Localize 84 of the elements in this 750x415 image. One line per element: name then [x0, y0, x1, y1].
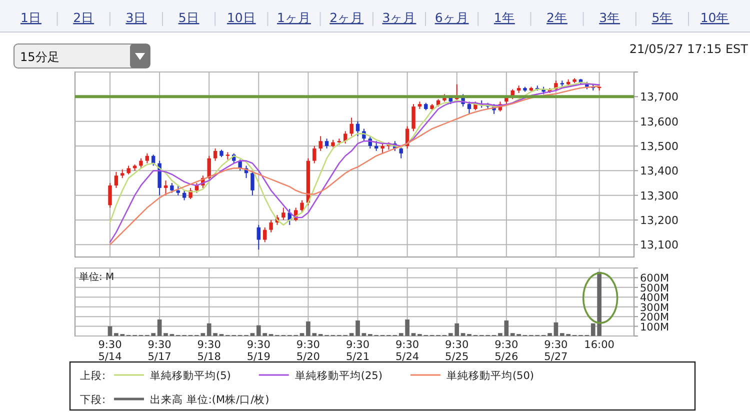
- text: 3年: [599, 10, 620, 25]
- legend-title: 上段:: [80, 369, 106, 382]
- bar: [356, 320, 360, 336]
- candlestick: [164, 180, 168, 196]
- x-tick-label: 9:30 5/19: [246, 339, 270, 364]
- legend-title: 下段:: [80, 394, 106, 406]
- legend-label: 単純移動平均(25): [294, 370, 382, 382]
- legend-label: 単純移動平均(5): [150, 370, 231, 382]
- candlestick: [256, 224, 261, 250]
- text: 5年: [652, 10, 673, 25]
- bar: [157, 319, 162, 336]
- bar: [548, 333, 552, 336]
- y-tick-label: 13,300: [640, 189, 678, 202]
- text: 1年: [494, 10, 515, 25]
- candlestick: [374, 140, 378, 152]
- bar: [554, 322, 558, 336]
- y-tick-label: 200M: [640, 312, 670, 324]
- y-tick-label: 600M: [640, 272, 670, 285]
- text: 10年: [700, 10, 730, 25]
- bar: [164, 333, 168, 336]
- candlestick: [467, 101, 472, 114]
- y-tick-label: 500M: [640, 282, 670, 294]
- y-tick-label: 400M: [640, 292, 670, 304]
- x-tick-label: 9:30 5/24: [396, 339, 420, 364]
- bar: [362, 333, 366, 336]
- legend-label: 出来高 単位:(M株/口/枚): [150, 393, 270, 406]
- candlestick: [399, 146, 403, 159]
- candlestick: [312, 146, 316, 164]
- text: 2年: [546, 10, 568, 25]
- candlestick: [114, 171, 118, 188]
- annotation: 単位: M: [79, 271, 114, 283]
- candlestick: [324, 138, 329, 149]
- candlestick: [300, 200, 304, 214]
- candlestick: [269, 220, 273, 233]
- bar: [411, 333, 416, 336]
- y-tick-label: 13,400: [640, 164, 678, 178]
- y-tick-label: 13,500: [640, 140, 678, 153]
- y-tick-label: 13,600: [640, 115, 678, 128]
- y-tick-label: 13,700: [640, 90, 678, 104]
- x-tick-label: 16:00: [584, 339, 614, 351]
- text: 3日: [126, 10, 147, 25]
- text: 5日: [178, 10, 200, 25]
- text: 10日: [226, 10, 256, 25]
- x-tick-label: 9:30 5/26: [494, 339, 519, 364]
- text: 15分足: [20, 50, 60, 64]
- legend-label: 単純移動平均(50): [446, 370, 534, 382]
- y-tick-label: 13,100: [640, 238, 678, 252]
- candlestick: [170, 182, 174, 194]
- bar: [300, 333, 304, 336]
- candlestick: [412, 104, 416, 132]
- text: 3ヶ月: [382, 10, 416, 25]
- candlestick: [282, 207, 286, 220]
- candlestick: [139, 158, 143, 169]
- bar: [108, 326, 112, 336]
- bar: [349, 333, 354, 336]
- candlestick: [108, 182, 112, 208]
- text: 6ヶ月: [434, 10, 469, 25]
- x-tick-label: 9:30 5/25: [445, 339, 469, 364]
- bar: [460, 333, 466, 336]
- candlestick: [145, 152, 150, 164]
- bar: [250, 333, 255, 336]
- x-tick-label: 9:30 5/27: [544, 339, 568, 364]
- y-tick-label: 13,200: [640, 214, 678, 227]
- x-tick-label: 9:30 5/21: [346, 339, 370, 364]
- candlestick: [207, 155, 211, 180]
- candlestick: [318, 136, 322, 152]
- text: 1ヶ月: [277, 10, 311, 25]
- candlestick: [182, 190, 186, 201]
- x-tick-label: 9:30 5/17: [148, 339, 172, 364]
- text: 1日: [20, 10, 42, 25]
- text: 21/05/27 17:15 EST: [629, 42, 749, 56]
- candlestick: [262, 226, 267, 243]
- candlestick: [250, 170, 254, 196]
- candlestick: [176, 184, 180, 196]
- x-tick-label: 9:30 5/14: [98, 339, 122, 364]
- candlestick: [350, 117, 354, 137]
- y-tick-label: 300M: [640, 302, 670, 314]
- text: 2ヶ月: [330, 10, 364, 25]
- x-tick-label: 9:30 5/20: [296, 339, 320, 364]
- y-tick-label: 100M: [640, 321, 670, 334]
- candlestick: [380, 143, 384, 154]
- text: 2日: [73, 10, 94, 25]
- candlestick: [213, 148, 218, 162]
- x-tick-label: 9:30 5/18: [197, 339, 221, 364]
